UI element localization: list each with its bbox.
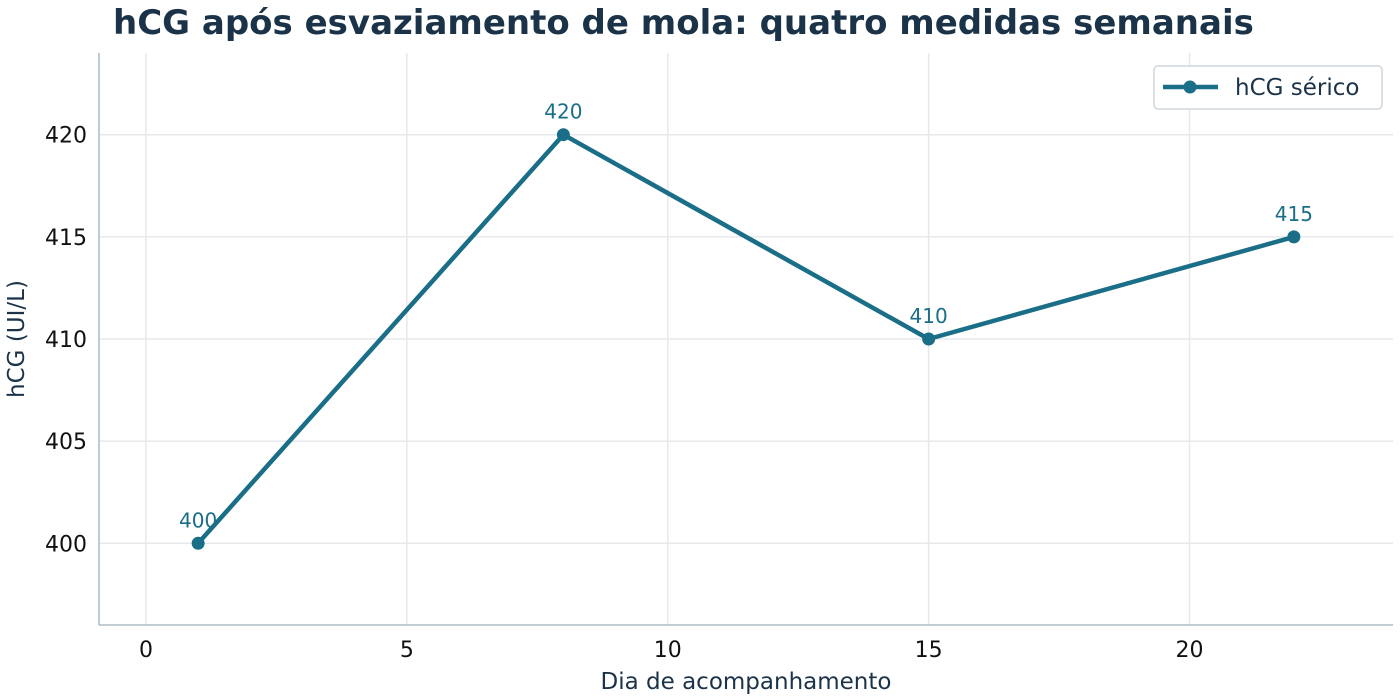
y-tick-label: 415	[45, 226, 87, 251]
x-tick-labels: 0 5 10 15 20	[139, 638, 1204, 663]
y-tick-labels: 400 405 410 415 420	[45, 124, 87, 558]
x-tick-label: 5	[400, 638, 414, 663]
y-tick-label: 405	[45, 430, 87, 455]
data-point	[191, 536, 205, 550]
x-tick-label: 10	[654, 638, 682, 663]
x-axis-label: Dia de acompanhamento	[601, 669, 892, 695]
legend-box	[1153, 65, 1383, 110]
grid	[99, 53, 1393, 625]
series-line	[195, 132, 1297, 546]
legend-marker-swatch	[1183, 80, 1197, 94]
data-labels: 400 420 410 415	[179, 100, 1313, 533]
y-tick-label: 400	[45, 532, 87, 557]
data-point	[556, 128, 570, 142]
data-point	[922, 332, 936, 346]
data-label: 410	[910, 304, 948, 328]
data-point	[1287, 230, 1301, 244]
legend: hCG sérico	[1153, 65, 1383, 110]
legend-label: hCG sérico	[1235, 75, 1359, 101]
data-label: 420	[544, 100, 582, 124]
data-label: 415	[1275, 202, 1313, 226]
x-tick-label: 15	[915, 638, 943, 663]
y-axis-label: hCG (UI/L)	[4, 280, 30, 398]
data-label: 400	[179, 508, 217, 532]
axes	[98, 53, 1393, 626]
x-tick-label: 0	[139, 638, 153, 663]
chart-title: hCG após esvaziamento de mola: quatro me…	[113, 3, 1254, 43]
y-tick-label: 420	[45, 124, 87, 149]
y-tick-label: 410	[45, 328, 87, 353]
x-tick-label: 20	[1176, 638, 1204, 663]
series	[191, 128, 1301, 550]
